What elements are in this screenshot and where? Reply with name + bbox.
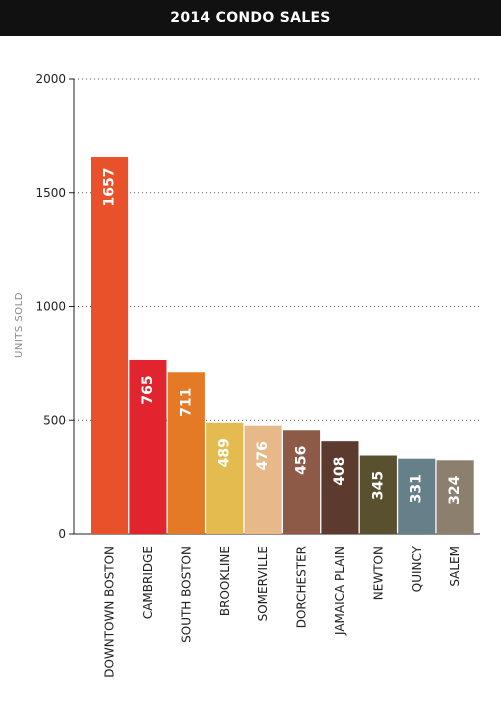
bar-value-label: 476 — [255, 441, 271, 470]
bar — [167, 372, 205, 534]
bar-value-label: 324 — [447, 475, 463, 504]
bar-value-label: 711 — [178, 388, 194, 417]
x-tick-label: BROOKLINE — [218, 546, 232, 616]
chart-title: 2014 CONDO SALES — [170, 10, 331, 26]
y-tick-label: 500 — [43, 413, 66, 427]
x-tick-label: DORCHESTER — [295, 546, 309, 628]
title-bar: 2014 CONDO SALES — [0, 0, 501, 36]
bar — [129, 359, 167, 534]
bar-chart: 0 500 1000 1500 2000 UNITS SOLD 1657 765 711 48… — [14, 72, 480, 678]
y-tick-label: 0 — [58, 527, 66, 541]
bar-value-label: 345 — [370, 471, 386, 500]
x-tick-label: SALEM — [448, 546, 462, 587]
x-tick-label: JAMAICA PLAIN — [333, 546, 347, 636]
bar-value-label: 456 — [294, 446, 310, 475]
x-tick-label: CAMBRIDGE — [141, 546, 155, 619]
y-tick-label: 1500 — [35, 186, 66, 200]
bar-value-label: 1657 — [102, 168, 118, 207]
x-tick-label: DOWNTOWN BOSTON — [103, 546, 117, 678]
bar — [321, 441, 359, 534]
bar — [91, 157, 129, 534]
bar-value-label: 489 — [217, 438, 233, 467]
bars: 1657 765 711 489 476 456 408 345 331 324 — [91, 157, 474, 534]
x-tick-label: SOMERVILLE — [256, 546, 270, 621]
bar-value-label: 331 — [409, 474, 425, 503]
x-tick-label: SOUTH BOSTON — [179, 546, 193, 643]
bar — [206, 422, 244, 534]
bar — [436, 460, 474, 534]
y-tick-label: 2000 — [35, 72, 66, 86]
bar — [244, 425, 282, 534]
bar — [283, 430, 321, 534]
bar — [359, 455, 397, 534]
bar — [398, 458, 436, 534]
y-axis-ticks: 0 500 1000 1500 2000 — [35, 72, 74, 541]
x-axis-ticks: DOWNTOWN BOSTON CAMBRIDGE SOUTH BOSTON BROO… — [103, 545, 463, 677]
bar-value-label: 765 — [140, 375, 156, 404]
y-tick-label: 1000 — [35, 300, 66, 314]
y-axis-label: UNITS SOLD — [14, 292, 25, 358]
x-tick-label: QUINCY — [410, 545, 424, 592]
bar-value-label: 408 — [332, 457, 348, 486]
x-tick-label: NEWTON — [371, 546, 385, 600]
